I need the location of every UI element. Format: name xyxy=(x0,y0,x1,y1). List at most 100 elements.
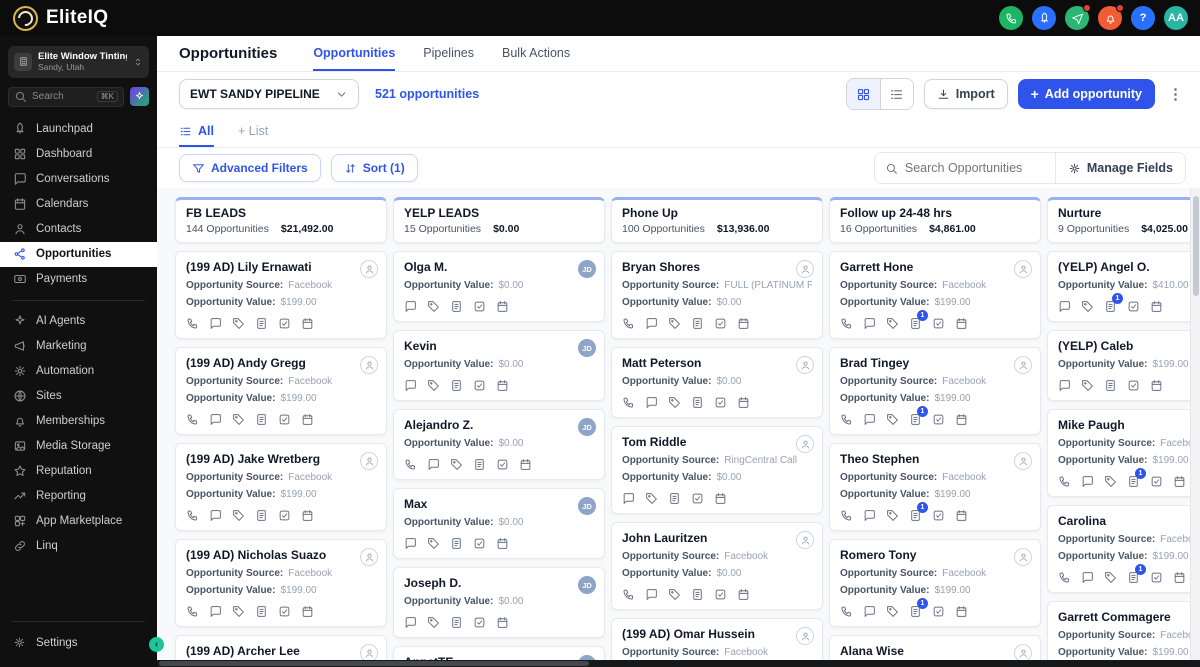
doc-icon[interactable] xyxy=(473,458,486,471)
doc-icon[interactable]: 1 xyxy=(1127,564,1146,584)
tag-icon[interactable] xyxy=(1081,300,1094,313)
check-icon[interactable] xyxy=(473,300,486,313)
chat-icon[interactable] xyxy=(863,317,876,330)
opportunity-card[interactable]: AnnetTEJDOpportunity Value:$0.00 xyxy=(393,646,605,660)
check-icon[interactable] xyxy=(714,396,727,409)
chat-icon[interactable] xyxy=(645,396,658,409)
opportunity-card[interactable]: Garrett Hone Opportunity Source: Facebook O… xyxy=(829,251,1041,339)
chat-icon[interactable] xyxy=(1081,571,1094,584)
calendar-icon[interactable] xyxy=(714,492,727,505)
check-icon[interactable] xyxy=(473,379,486,392)
opportunity-card[interactable]: Matt Peterson Opportunity Value: $0.00 xyxy=(611,347,823,418)
calendar-icon[interactable] xyxy=(519,458,532,471)
phone-icon[interactable] xyxy=(840,605,853,618)
opportunity-card[interactable]: (199 AD) Lily Ernawati Opportunity Source… xyxy=(175,251,387,339)
chat-icon[interactable] xyxy=(1081,475,1094,488)
phone-icon[interactable] xyxy=(622,317,635,330)
check-icon[interactable] xyxy=(691,492,704,505)
chat-icon[interactable] xyxy=(1058,379,1071,392)
doc-icon[interactable]: 1 xyxy=(909,598,928,618)
check-icon[interactable] xyxy=(932,605,945,618)
chat-icon[interactable] xyxy=(622,492,635,505)
calendar-icon[interactable] xyxy=(496,537,509,550)
sidebar-item-opportunities[interactable]: Opportunities xyxy=(0,241,157,267)
phone-icon[interactable] xyxy=(622,396,635,409)
chat-icon[interactable] xyxy=(645,588,658,601)
assignee-avatar[interactable] xyxy=(796,260,814,278)
check-icon[interactable] xyxy=(278,509,291,522)
calendar-icon[interactable] xyxy=(301,413,314,426)
sidebar-item-launchpad[interactable]: Launchpad xyxy=(0,117,157,142)
profile-button[interactable]: AA xyxy=(1164,6,1188,30)
check-icon[interactable] xyxy=(1127,379,1140,392)
calendar-icon[interactable] xyxy=(955,509,968,522)
column-header[interactable]: Phone Up 100 Opportunities $13,936.00 xyxy=(611,197,823,243)
opportunity-card[interactable]: Romero Tony Opportunity Source: Facebook Op… xyxy=(829,539,1041,627)
notifications-button[interactable] xyxy=(1098,4,1124,30)
chat-icon[interactable] xyxy=(209,413,222,426)
phone-icon[interactable] xyxy=(840,317,853,330)
phone-icon[interactable] xyxy=(622,588,635,601)
column-header[interactable]: YELP LEADS 15 Opportunities $0.00 xyxy=(393,197,605,243)
opportunity-card[interactable]: (199 AD) Archer LeeOpportunity Source:Fa… xyxy=(175,635,387,660)
assignee-avatar[interactable] xyxy=(796,531,814,549)
sidebar-item-reporting[interactable]: Reporting xyxy=(0,484,157,509)
calendar-icon[interactable] xyxy=(1173,571,1186,584)
account-switcher[interactable]: Elite Window Tinting Sandy, Utah xyxy=(8,46,149,78)
doc-icon[interactable] xyxy=(450,537,463,550)
check-icon[interactable] xyxy=(1150,475,1163,488)
check-icon[interactable] xyxy=(932,317,945,330)
tag-icon[interactable] xyxy=(668,588,681,601)
calendar-icon[interactable] xyxy=(955,413,968,426)
list-view-button[interactable] xyxy=(879,79,913,109)
assignee-avatar[interactable] xyxy=(796,435,814,453)
grid-view-button[interactable] xyxy=(846,79,880,109)
chat-icon[interactable] xyxy=(863,605,876,618)
opportunity-card[interactable]: (199 AD) Jake Wretberg Opportunity Source… xyxy=(175,443,387,531)
opportunity-count[interactable]: 521 opportunities xyxy=(375,87,480,101)
opportunity-card[interactable]: (YELP) Caleb Opportunity Value: $199.00 xyxy=(1047,330,1200,401)
sidebar-item-conversations[interactable]: Conversations xyxy=(0,167,157,192)
chat-icon[interactable] xyxy=(1058,300,1071,313)
doc-icon[interactable] xyxy=(1104,379,1117,392)
phone-icon[interactable] xyxy=(186,317,199,330)
opportunity-card[interactable]: (199 AD) Nicholas Suazo Opportunity Sourc… xyxy=(175,539,387,627)
chat-icon[interactable] xyxy=(404,616,417,629)
doc-icon[interactable] xyxy=(691,588,704,601)
assignee-avatar[interactable]: JD xyxy=(578,576,596,594)
tag-icon[interactable] xyxy=(427,379,440,392)
column-header[interactable]: Nurture 9 Opportunities $4,025.00 xyxy=(1047,197,1200,243)
check-icon[interactable] xyxy=(932,413,945,426)
opportunity-card[interactable]: Olga M. JD Opportunity Value: $0.00 xyxy=(393,251,605,322)
manage-fields-button[interactable]: Manage Fields xyxy=(1056,161,1185,175)
chat-icon[interactable] xyxy=(209,605,222,618)
tag-icon[interactable] xyxy=(668,317,681,330)
chat-icon[interactable] xyxy=(404,300,417,313)
tab-pipelines[interactable]: Pipelines xyxy=(423,45,475,60)
horizontal-scrollbar[interactable] xyxy=(157,660,1200,667)
launch-button[interactable] xyxy=(1032,6,1056,30)
calendar-icon[interactable] xyxy=(1150,379,1163,392)
tag-icon[interactable] xyxy=(1104,475,1117,488)
add-opportunity-button[interactable]: + Add opportunity xyxy=(1017,79,1155,109)
tab-opportunities[interactable]: Opportunities xyxy=(313,36,396,71)
opportunity-card[interactable]: Alana WiseOpportunity Source:FacebookOpp… xyxy=(829,635,1041,660)
assignee-avatar[interactable] xyxy=(1014,452,1032,470)
call-button[interactable] xyxy=(999,6,1023,30)
calendar-icon[interactable] xyxy=(496,300,509,313)
check-icon[interactable] xyxy=(1150,571,1163,584)
column-header[interactable]: Follow up 24-48 hrs 16 Opportunities $4,86… xyxy=(829,197,1041,243)
opportunity-card[interactable]: (YELP) Angel O. Opportunity Value: $410.00… xyxy=(1047,251,1200,322)
scrollbar-thumb[interactable] xyxy=(1193,196,1199,296)
chat-icon[interactable] xyxy=(209,509,222,522)
phone-icon[interactable] xyxy=(186,605,199,618)
doc-icon[interactable] xyxy=(255,317,268,330)
opportunity-card[interactable]: Carolina Opportunity Source: Facebook Oppor… xyxy=(1047,505,1200,593)
assignee-avatar[interactable] xyxy=(360,260,378,278)
tag-icon[interactable] xyxy=(232,317,245,330)
sidebar-search[interactable]: Search ⌘K xyxy=(8,86,124,107)
chat-icon[interactable] xyxy=(863,509,876,522)
tag-icon[interactable] xyxy=(645,492,658,505)
assignee-avatar[interactable]: JD xyxy=(578,260,596,278)
calendar-icon[interactable] xyxy=(301,317,314,330)
